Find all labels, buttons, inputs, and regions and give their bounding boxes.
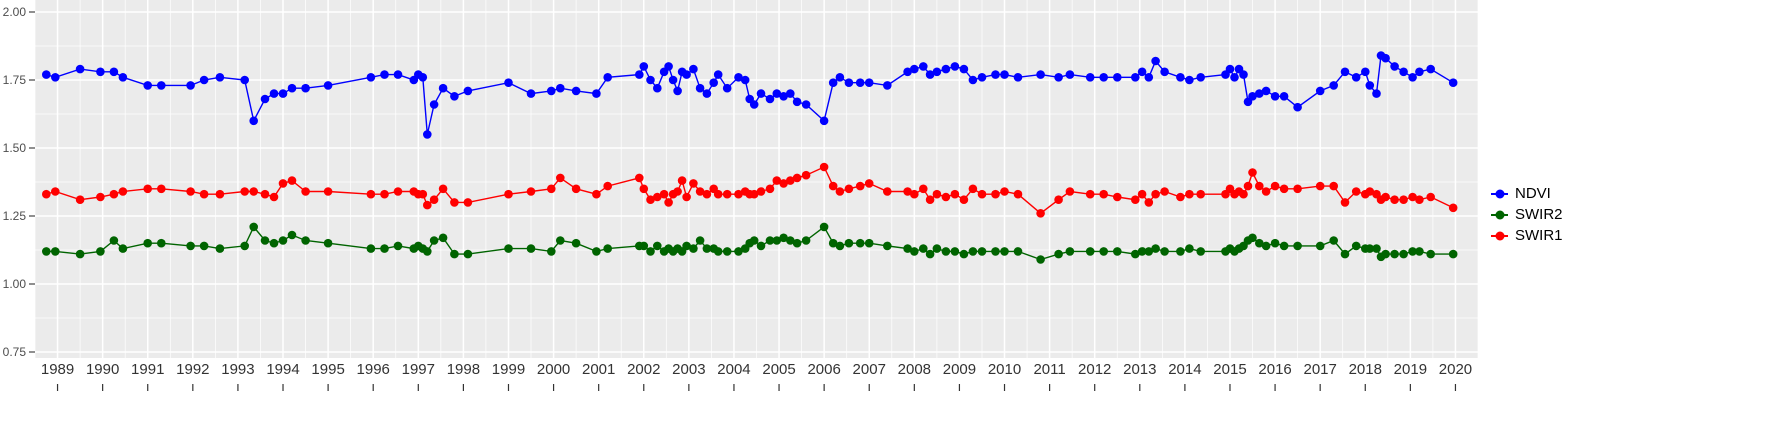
x-tick-label: 1995 (311, 361, 344, 378)
ndvi-point-icon (1490, 184, 1509, 203)
legend: NDVI SWIR2 SWIR1 (1490, 184, 1563, 245)
minor-gridlines (34, 0, 1479, 358)
x-tick-label: 2008 (898, 361, 931, 378)
x-tick-label: 2007 (853, 361, 886, 378)
legend-item-swir2: SWIR2 (1490, 205, 1563, 224)
x-tick-label: 1992 (176, 361, 209, 378)
y-axis: 2.00 1.75 1.50 1.25 1.00 0.75 (3, 5, 35, 359)
legend-item-ndvi: NDVI (1490, 184, 1563, 203)
x-tick-label: 2005 (762, 361, 795, 378)
x-tick-label: 2018 (1349, 361, 1382, 378)
swir2-point-icon (1490, 205, 1509, 224)
x-tick-label: 2010 (988, 361, 1021, 378)
x-tick-label: 2004 (717, 361, 750, 378)
x-tick-label: 1990 (86, 361, 119, 378)
x-tick-label: 1997 (402, 361, 435, 378)
x-tick-label: 2019 (1394, 361, 1427, 378)
x-tick-label: 1999 (492, 361, 525, 378)
swir1-point-icon (1490, 226, 1509, 245)
legend-item-swir1: SWIR1 (1490, 226, 1563, 245)
series-swir2 (42, 222, 1458, 264)
x-tick-label: 1993 (221, 361, 254, 378)
x-tick-label: 2016 (1258, 361, 1291, 378)
x-tick-label: 1989 (41, 361, 74, 378)
y-tick-label: 2.00 (3, 5, 27, 19)
x-tick-label: 2020 (1439, 361, 1472, 378)
y-tick-label: 1.25 (3, 209, 27, 223)
x-tick-label: 1994 (266, 361, 299, 378)
x-tick-label: 2009 (943, 361, 976, 378)
x-tick-label: 2014 (1168, 361, 1201, 378)
x-tick-label: 1991 (131, 361, 164, 378)
legend-label-ndvi: NDVI (1515, 185, 1551, 202)
x-tick-label: 2012 (1078, 361, 1111, 378)
y-tick-label: 0.75 (3, 345, 27, 359)
y-tick-label: 1.00 (3, 277, 27, 291)
x-tick-label: 1998 (447, 361, 480, 378)
series-ndvi (42, 51, 1458, 139)
series-swir1 (42, 162, 1458, 218)
x-tick-label: 2015 (1213, 361, 1246, 378)
legend-label-swir2: SWIR2 (1515, 206, 1563, 223)
x-tick-label: 2017 (1303, 361, 1336, 378)
x-tick-label: 1996 (357, 361, 390, 378)
x-tick-label: 2001 (582, 361, 615, 378)
x-tick-label: 2013 (1123, 361, 1156, 378)
x-axis: 1989 1990 1991 1992 1993 1994 1995 1996 1997 1998… (41, 361, 1472, 391)
legend-label-swir1: SWIR1 (1515, 227, 1563, 244)
y-tick-label: 1.75 (3, 73, 27, 87)
major-gridlines (35, 0, 1478, 358)
x-tick-label: 2000 (537, 361, 570, 378)
x-tick-label: 2003 (672, 361, 705, 378)
y-tick-label: 1.50 (3, 141, 27, 155)
x-tick-label: 2002 (627, 361, 660, 378)
x-tick-label: 2006 (807, 361, 840, 378)
x-tick-label: 2011 (1033, 361, 1065, 378)
